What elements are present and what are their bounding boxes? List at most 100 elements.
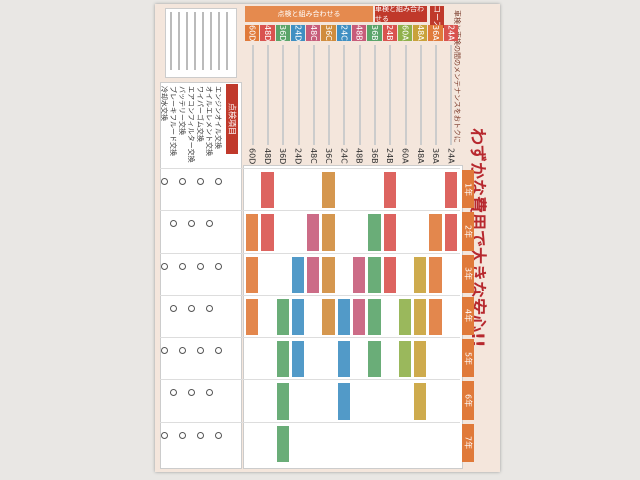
- plan-cell: [444, 214, 457, 251]
- note-line: [226, 12, 228, 70]
- course-code: 60D: [245, 25, 260, 41]
- plan-cell: [353, 256, 366, 293]
- menu-title: 点検項目: [226, 84, 238, 154]
- course-code: 24B: [385, 148, 395, 164]
- check-mark: [188, 220, 195, 228]
- check-mark: [188, 304, 195, 312]
- note-line: [178, 12, 180, 70]
- check-mark: [188, 389, 195, 397]
- row-line: [160, 168, 460, 169]
- note-line: [202, 12, 204, 70]
- plan-cell: [414, 256, 427, 293]
- plan-cell: [322, 256, 335, 293]
- course-code: 36D: [275, 25, 290, 41]
- course-code: 48A: [415, 148, 425, 164]
- course-header: [328, 45, 331, 145]
- check-mark: [206, 220, 213, 228]
- check-mark: [206, 304, 213, 312]
- subtitle: 車検と車検の間のメンテナンスをおトクに: [453, 10, 461, 143]
- note-line: [218, 12, 220, 70]
- course-code: 60D: [247, 147, 257, 165]
- plan-cell: [261, 172, 274, 209]
- plan-cell: [368, 214, 381, 251]
- course-code: 24A: [446, 148, 456, 164]
- course-code: 24C: [336, 25, 351, 41]
- course-code: 36A: [428, 25, 443, 41]
- plan-cell: [291, 341, 305, 378]
- course-code: 36B: [367, 25, 382, 41]
- check-mark: [179, 347, 186, 355]
- check-mark: [179, 262, 186, 270]
- course-code: 24B: [382, 25, 397, 41]
- check-mark: [179, 431, 186, 439]
- row-line: [160, 252, 460, 254]
- row-line: [160, 337, 460, 339]
- plan-cell: [337, 298, 350, 336]
- plan-cell: [368, 298, 381, 336]
- plan-cell: [414, 298, 427, 336]
- note-line: [186, 12, 188, 70]
- plan-cell: [353, 298, 366, 336]
- check-mark: [161, 178, 168, 185]
- plan-cell: [398, 341, 412, 378]
- check-mark: [197, 178, 204, 185]
- course-code: 48A: [413, 25, 428, 41]
- menu-item: バッテリー交換: [178, 86, 186, 135]
- check-mark: [197, 431, 204, 439]
- note-box: [165, 8, 237, 78]
- check-mark: [161, 347, 168, 355]
- course-code: 60A: [400, 148, 410, 164]
- plan-cell: [307, 256, 320, 293]
- course-header: [404, 45, 407, 145]
- check-mark: [197, 262, 204, 270]
- plan-cell: [291, 256, 305, 293]
- course-code: 24A: [443, 25, 458, 41]
- check-mark: [170, 220, 177, 228]
- check-mark: [170, 389, 177, 397]
- plan-cell: [383, 214, 396, 251]
- course-code: 36A: [431, 148, 441, 164]
- plan-cell: [429, 298, 442, 336]
- course-header: [435, 45, 438, 145]
- plan-cell: [276, 383, 289, 420]
- year-label: 1年: [462, 170, 474, 209]
- plan-cell: [429, 256, 442, 293]
- year-label: 7年: [462, 423, 474, 462]
- section-a: 車検と組み合わせる: [375, 5, 427, 23]
- course-code: 60A: [397, 25, 413, 41]
- plan-cell: [276, 298, 289, 336]
- note-line: [170, 12, 172, 70]
- plan-cell: [261, 214, 274, 251]
- course-header: [266, 45, 269, 145]
- year-label: 6年: [462, 381, 474, 420]
- plan-cell: [337, 341, 350, 378]
- plan-cell: [337, 383, 350, 420]
- check-mark: [215, 262, 222, 270]
- course-header: [282, 45, 285, 145]
- check-mark: [170, 304, 177, 312]
- check-mark: [215, 431, 222, 439]
- year-label: 5年: [462, 339, 474, 378]
- course-code: 36B: [369, 148, 379, 164]
- menu-item: 冷却水交換: [160, 86, 168, 121]
- plan-cell: [246, 298, 259, 336]
- check-mark: [206, 389, 213, 397]
- course-header: [297, 45, 300, 145]
- course-code: 24C: [339, 148, 349, 164]
- check-mark: [215, 178, 222, 185]
- course-code: 48C: [306, 25, 321, 41]
- course-code: 48D: [260, 25, 275, 41]
- course-header: [358, 45, 361, 145]
- row-line: [160, 294, 460, 296]
- plan-cell: [307, 214, 320, 251]
- plan-cell: [322, 172, 335, 209]
- plan-cell: [414, 383, 427, 420]
- plan-cell: [322, 298, 335, 336]
- menu-item: ワイパーゴム交換: [196, 86, 204, 142]
- plan-cell: [429, 214, 442, 251]
- menu-item: オイルエレメント交換: [205, 86, 213, 156]
- check-mark: [161, 262, 168, 270]
- plan-cell: [368, 256, 381, 293]
- course-header: [450, 45, 453, 145]
